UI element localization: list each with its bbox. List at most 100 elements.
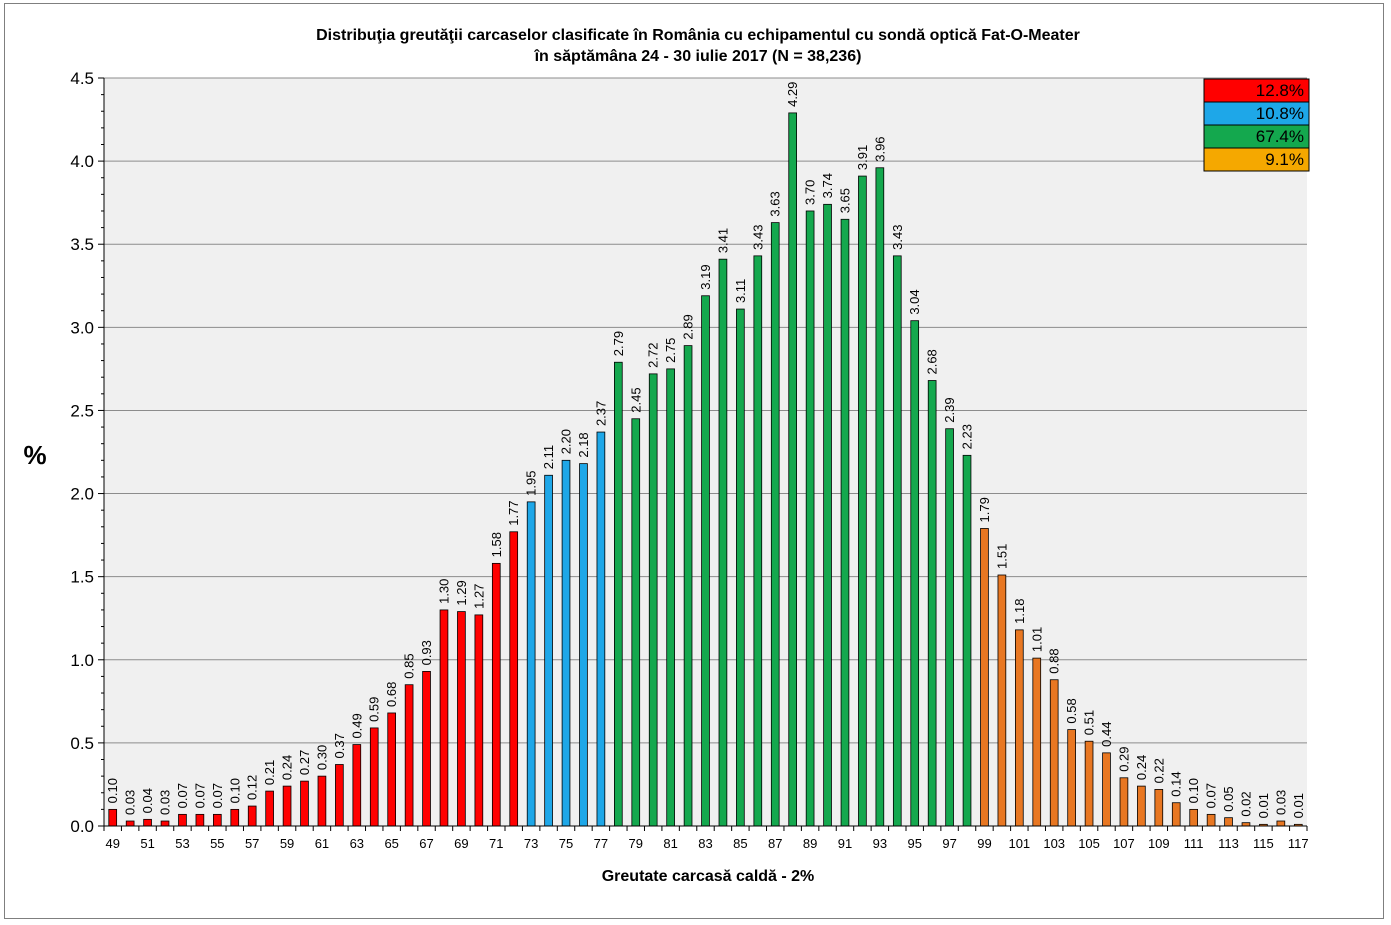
data-label-73: 1.95	[524, 471, 539, 496]
x-tick-label: 75	[559, 836, 573, 851]
bar-73	[526, 501, 536, 827]
legend-entry: 12.8%	[1256, 81, 1304, 100]
x-tick-label: 67	[419, 836, 433, 851]
data-label-87: 3.63	[768, 191, 783, 216]
x-tick-label: 99	[977, 836, 991, 851]
bar-52	[160, 820, 170, 827]
data-label-59: 0.24	[280, 755, 295, 780]
data-label-78: 2.79	[611, 331, 626, 356]
y-tick-label: 0.0	[70, 817, 94, 836]
data-label-50: 0.03	[123, 790, 138, 815]
bar-72	[509, 531, 519, 827]
bar-108	[1137, 785, 1146, 827]
bar-66	[404, 684, 414, 827]
bar-106	[1102, 752, 1111, 827]
x-tick-label: 93	[873, 836, 887, 851]
bar-75	[561, 459, 571, 827]
x-tick-label: 55	[210, 836, 224, 851]
legend-entry: 67.4%	[1256, 127, 1304, 146]
bar-49	[108, 808, 118, 827]
bar-111	[1189, 808, 1198, 827]
bar-100	[997, 574, 1007, 827]
data-label-95: 3.04	[907, 289, 922, 314]
bar-63	[352, 744, 362, 827]
bar-76	[579, 463, 588, 827]
data-label-60: 0.27	[297, 750, 312, 775]
data-label-91: 3.65	[837, 188, 852, 213]
x-tick-label: 85	[733, 836, 747, 851]
x-tick-label: 101	[1008, 836, 1030, 851]
bar-103	[1049, 679, 1059, 827]
bars-group	[108, 112, 1303, 827]
data-label-55: 0.07	[210, 783, 225, 808]
data-label-101: 1.18	[1012, 599, 1027, 624]
data-label-65: 0.68	[384, 682, 399, 707]
data-label-115: 0.01	[1256, 793, 1271, 818]
data-label-113: 0.05	[1221, 786, 1236, 811]
x-tick-label: 59	[280, 836, 294, 851]
data-label-57: 0.12	[245, 775, 260, 800]
bar-84	[718, 258, 728, 827]
data-label-80: 2.72	[646, 343, 661, 368]
x-tick-label: 91	[838, 836, 852, 851]
y-tick-label: 4.0	[70, 152, 94, 171]
y-tick-label: 2.5	[70, 401, 94, 420]
data-label-71: 1.58	[489, 532, 504, 557]
bar-62	[335, 764, 344, 827]
data-label-110: 0.14	[1169, 771, 1184, 796]
y-tick-label: 0.5	[70, 734, 94, 753]
bar-57	[247, 805, 257, 827]
legend-entry: 10.8%	[1256, 104, 1304, 123]
data-label-83: 3.19	[698, 264, 713, 289]
x-tick-label: 105	[1078, 836, 1100, 851]
data-label-76: 2.18	[576, 432, 591, 457]
x-tick-label: 57	[245, 836, 259, 851]
bar-92	[858, 175, 867, 827]
bar-60	[300, 780, 309, 827]
bar-88	[788, 112, 797, 827]
bar-59	[282, 785, 292, 827]
y-tick-label: 1.0	[70, 651, 94, 670]
legend: 12.8% 10.8% 67.4% 9.1%	[1203, 78, 1310, 172]
y-axis: 0.0 0.5 1.0 1.5 2.0 2.5 3.0 3.5 4.0 4.5	[70, 69, 105, 836]
bar-67	[422, 671, 431, 827]
bar-79	[631, 418, 641, 827]
chart-subtitle: în săptămâna 24 - 30 iulie 2017 (N = 38,…	[534, 48, 862, 65]
data-label-75: 2.20	[559, 429, 574, 454]
data-label-77: 2.37	[593, 401, 608, 426]
bar-77	[596, 431, 606, 827]
data-label-81: 2.75	[663, 338, 678, 363]
data-label-66: 0.85	[402, 653, 417, 678]
data-label-105: 0.51	[1082, 710, 1097, 735]
data-label-111: 0.10	[1186, 778, 1201, 803]
x-tick-label: 113	[1218, 836, 1239, 851]
data-label-90: 3.74	[820, 173, 835, 198]
chart-title: Distribuţia greutăţii carcaselor clasifi…	[316, 27, 1080, 44]
x-tick-label: 87	[768, 836, 782, 851]
data-label-82: 2.89	[681, 314, 696, 339]
bar-101	[1015, 629, 1024, 827]
bar-69	[457, 611, 466, 827]
data-label-58: 0.21	[262, 760, 277, 785]
bar-68	[439, 609, 449, 827]
bar-94	[892, 255, 902, 827]
bar-65	[387, 712, 396, 827]
data-labels-group: 0.10 0.03 0.04 0.03 0.07 0.07 0.07 0.10 0.120.21…	[105, 82, 1306, 819]
data-label-97: 2.39	[942, 397, 957, 422]
bar-80	[648, 373, 658, 827]
bar-99	[980, 528, 989, 827]
x-axis-label: Greutate carcasă caldă - 2%	[602, 868, 815, 885]
bar-96	[927, 380, 937, 827]
data-label-52: 0.03	[158, 790, 173, 815]
data-label-63: 0.49	[349, 713, 364, 738]
bar-83	[701, 295, 710, 827]
bar-64	[369, 727, 379, 827]
data-label-56: 0.10	[227, 778, 242, 803]
legend-swatch	[1203, 147, 1310, 172]
x-tick-label: 63	[350, 836, 364, 851]
legend-entry: 9.1%	[1265, 150, 1304, 169]
bar-82	[683, 345, 693, 827]
bar-74	[544, 474, 553, 827]
bar-90	[823, 203, 832, 827]
bar-86	[753, 255, 763, 827]
